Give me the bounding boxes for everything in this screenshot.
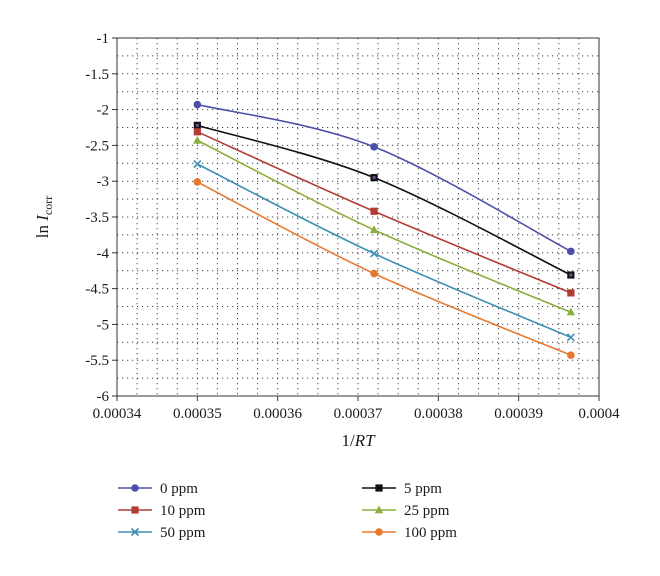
legend-label: 50 ppm — [160, 525, 206, 541]
y-tick-label: -3.5 — [85, 210, 109, 226]
legend: 0 ppm 5 ppm 10 ppm 25 ppm 50 ppm 100 ppm — [118, 481, 457, 541]
y-tick-label: -1.5 — [85, 67, 109, 83]
data-point-marker — [567, 247, 575, 256]
grid-lines — [117, 38, 599, 396]
data-point-marker — [370, 143, 378, 151]
y-tick-label: -5.5 — [85, 353, 109, 369]
legend-label: 0 ppm — [160, 481, 198, 497]
x-tick-label: 0.00034 — [93, 406, 142, 422]
x-axis-ticks: 0.00034 0.00035 0.00036 0.00037 0.00038 0.000… — [93, 396, 620, 422]
x-tick-label: 0.00035 — [173, 406, 222, 422]
y-tick-label: -5 — [97, 317, 110, 333]
legend-label: 5 ppm — [404, 481, 442, 497]
legend-item: 50 ppm — [118, 525, 206, 541]
x-axis-title: 1/RT — [341, 431, 376, 450]
legend-item: 0 ppm — [118, 481, 198, 497]
legend-item: 25 ppm — [362, 503, 450, 519]
legend-marker — [375, 484, 383, 492]
y-axis-ticks: -1 -1.5 -2 -2.5 -3 -3.5 -4 -4.5 -5 -5.5 -6 — [85, 31, 117, 405]
data-point-marker — [193, 178, 202, 186]
data-point-marker-inner — [569, 273, 573, 277]
series-line — [197, 103, 572, 253]
series-lines — [196, 103, 572, 356]
legend-item: 100 ppm — [362, 525, 457, 541]
data-point-marker — [193, 135, 202, 144]
data-point-marker — [566, 307, 576, 316]
data-point-marker — [566, 333, 575, 342]
y-tick-label: -4.5 — [85, 282, 109, 298]
series-line — [197, 124, 572, 276]
legend-marker — [374, 505, 384, 514]
series-markers — [193, 100, 576, 359]
legend-marker — [131, 484, 139, 492]
data-point-marker — [193, 128, 201, 136]
legend-marker — [375, 528, 383, 536]
y-tick-label: -2.5 — [85, 138, 109, 154]
x-tick-label: 0.00036 — [253, 406, 302, 422]
data-point-marker-inner — [195, 123, 199, 127]
legend-label: 10 ppm — [160, 503, 206, 519]
data-point-marker — [193, 159, 202, 169]
legend-item: 10 ppm — [118, 503, 206, 519]
data-point-marker — [370, 269, 378, 278]
data-point-marker — [370, 249, 379, 258]
legend-label: 25 ppm — [404, 503, 450, 519]
y-tick-label: -2 — [97, 103, 110, 119]
data-point-marker — [567, 289, 575, 297]
x-tick-label: 0.00037 — [334, 406, 383, 422]
legend-item: 5 ppm — [362, 481, 442, 497]
y-tick-label: -6 — [97, 389, 110, 405]
series-line — [196, 163, 572, 339]
data-point-marker — [369, 225, 379, 234]
x-tick-label: 0.0004 — [578, 406, 620, 422]
data-point-marker-inner — [372, 176, 376, 180]
y-axis-title: ln Icorr — [33, 196, 55, 238]
series-line — [196, 139, 572, 313]
data-point-marker — [193, 100, 202, 109]
y-tick-label: -1 — [97, 31, 110, 47]
legend-marker — [131, 506, 139, 514]
x-tick-label: 0.00039 — [494, 406, 543, 422]
x-tick-label: 0.00038 — [414, 406, 463, 422]
data-point-marker — [567, 351, 575, 359]
legend-label: 100 ppm — [404, 525, 457, 541]
legend-marker — [130, 527, 140, 537]
y-tick-label: -3 — [97, 174, 110, 190]
series-line — [196, 181, 572, 356]
data-point-marker — [370, 207, 378, 215]
y-tick-label: -4 — [97, 246, 110, 262]
